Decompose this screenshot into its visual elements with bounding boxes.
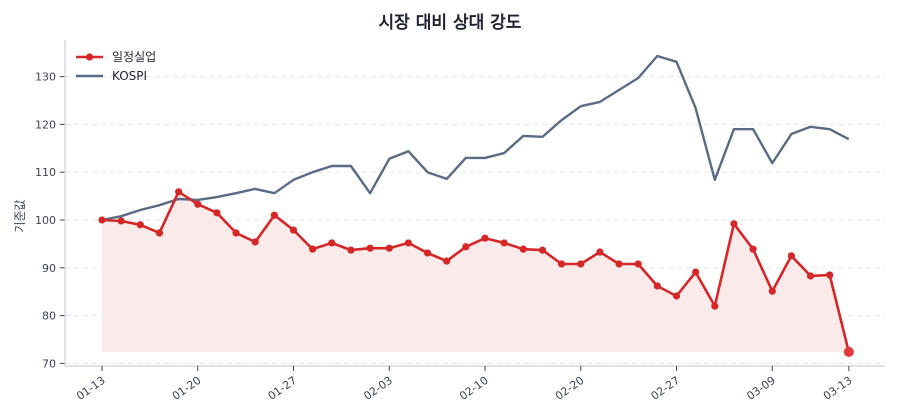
data-point-marker	[213, 209, 221, 217]
data-point-marker	[538, 246, 547, 254]
data-point-marker	[136, 221, 144, 229]
data-point-marker	[289, 226, 298, 234]
data-point-marker	[385, 244, 393, 252]
data-point-marker	[749, 245, 757, 253]
data-point-marker	[404, 239, 412, 247]
y-tick-label: 70	[42, 357, 56, 370]
data-point-marker	[692, 268, 700, 276]
y-tick-label: 100	[35, 214, 56, 227]
y-tick-label: 120	[35, 118, 56, 131]
y-tick-label: 80	[42, 310, 56, 323]
stock-line	[101, 190, 851, 353]
data-point-marker	[232, 229, 240, 237]
legend-marker-icon	[85, 53, 94, 61]
data-point-marker	[768, 287, 776, 295]
data-point-marker	[730, 220, 738, 228]
data-point-marker	[251, 238, 259, 246]
y-tick-label: 130	[35, 71, 56, 84]
x-tick-label: 02-20	[553, 374, 587, 403]
data-point-marker	[558, 260, 566, 268]
x-tick-label: 01-20	[170, 374, 204, 403]
data-point-marker	[826, 271, 834, 279]
data-point-marker	[806, 272, 815, 280]
x-tick-label: 02-27	[649, 374, 683, 403]
y-axis-label: 기준값	[13, 199, 27, 232]
chart-title: 시장 대비 상대 강도	[379, 13, 522, 33]
data-point-marker	[711, 302, 719, 310]
data-point-marker	[596, 248, 604, 256]
kospi-line	[101, 54, 850, 222]
data-point-marker	[117, 217, 125, 225]
data-point-marker	[194, 200, 202, 208]
data-point-marker	[519, 245, 527, 253]
x-tick-label: 02-10	[457, 374, 491, 403]
series-lines	[98, 54, 854, 357]
x-tick-label: 03-09	[744, 374, 778, 403]
x-tick-label: 03-13	[821, 374, 855, 403]
data-point-marker	[462, 243, 470, 251]
data-point-marker	[500, 239, 508, 247]
data-point-marker	[634, 260, 642, 268]
data-point-marker	[672, 292, 681, 300]
area-fill	[102, 191, 849, 352]
data-point-marker	[366, 244, 374, 252]
data-point-marker	[309, 245, 317, 253]
x-tick-label: 01-13	[74, 374, 108, 403]
data-point-marker	[270, 211, 278, 219]
data-point-marker	[443, 257, 451, 265]
data-point-marker	[653, 282, 661, 290]
y-tick-label: 110	[35, 166, 56, 179]
data-point-marker	[615, 260, 623, 268]
stock-area-fill	[102, 191, 849, 352]
data-point-marker	[155, 229, 164, 237]
x-tick-label: 01-27	[266, 374, 300, 403]
data-point-marker	[347, 246, 355, 254]
data-point-marker	[175, 188, 183, 196]
x-tick-label: 02-03	[361, 374, 395, 403]
last-point-marker	[843, 346, 854, 357]
data-point-marker	[481, 234, 489, 242]
legend-label: KOSPI	[112, 69, 147, 83]
data-point-marker	[328, 239, 336, 247]
legend-label: 일정실업	[112, 50, 156, 64]
data-point-marker	[98, 216, 106, 224]
y-tick-label: 90	[42, 262, 56, 275]
data-point-marker	[423, 249, 432, 257]
data-point-marker	[577, 260, 585, 268]
legend: 일정실업 KOSPI	[76, 50, 156, 83]
data-point-marker	[787, 252, 796, 260]
